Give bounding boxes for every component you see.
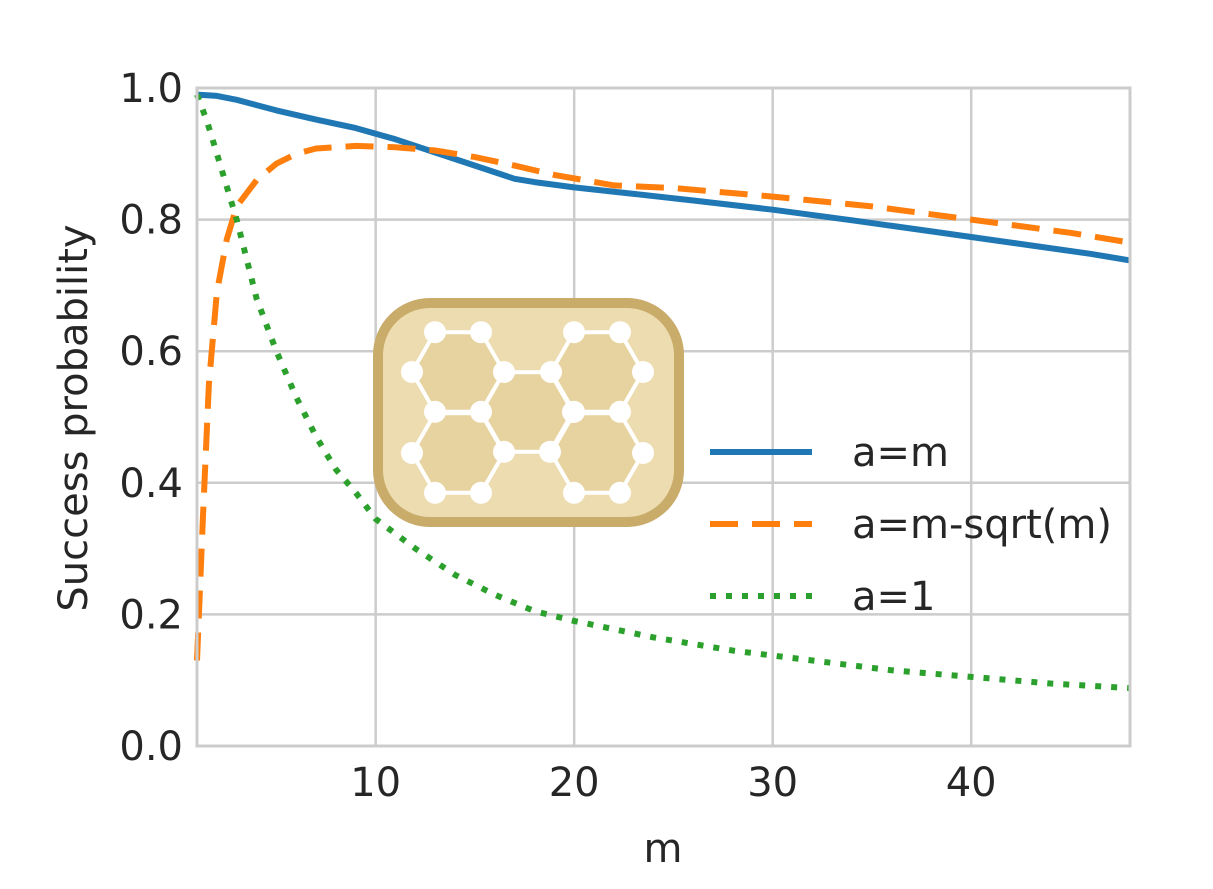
logo-node — [424, 321, 446, 344]
logo-node — [609, 400, 631, 423]
logo-node — [540, 361, 562, 383]
legend: a=m a=m-sqrt(m) a=1 — [710, 430, 1112, 620]
y-tick-label: 1.0 — [119, 66, 183, 112]
logo-node — [493, 361, 515, 383]
logo-hexagon — [409, 411, 507, 495]
legend-label-2: a=1 — [852, 574, 935, 620]
logo-node — [609, 481, 631, 504]
lattice-logo-icon — [373, 298, 684, 527]
logo-hexagon — [548, 411, 646, 495]
y-tick-label: 0.6 — [119, 329, 183, 375]
legend-label-1: a=m-sqrt(m) — [852, 502, 1112, 548]
plot-frame — [195, 86, 1132, 748]
logo-node — [401, 442, 423, 464]
series-line-2 — [194, 93, 1131, 692]
x-tick-label: 10 — [350, 760, 401, 806]
logo-node — [563, 321, 585, 344]
logo-node — [632, 442, 654, 464]
series-lines — [194, 91, 1131, 692]
y-tick-label: 0.0 — [119, 724, 183, 770]
logo-node — [424, 481, 446, 504]
y-tick-label: 0.4 — [119, 461, 183, 507]
logo-node — [539, 440, 561, 463]
series-line-1 — [194, 142, 1131, 661]
logo-node — [470, 481, 492, 504]
y-tick-label: 0.8 — [119, 198, 183, 244]
logo-node — [470, 400, 492, 423]
y-tick-label: 0.2 — [119, 592, 183, 638]
x-tick-label: 40 — [946, 760, 997, 806]
logo-node — [493, 440, 515, 463]
y-axis-label: Success probability — [51, 224, 97, 611]
x-axis-label: m — [644, 826, 683, 872]
x-tick-label: 30 — [747, 760, 798, 806]
logo-node — [424, 400, 446, 423]
logo-node — [563, 481, 585, 504]
legend-label-0: a=m — [852, 430, 949, 476]
logo-node — [562, 401, 584, 423]
x-tick-label: 20 — [549, 760, 600, 806]
logo-node — [609, 321, 631, 344]
logo-node — [401, 361, 423, 383]
logo-node — [632, 361, 654, 383]
logo-node — [470, 321, 492, 344]
axes: 10 20 30 40 0.0 0.2 0.4 0.6 0.8 1.0 — [119, 66, 1132, 806]
series-line-0 — [196, 91, 1131, 264]
